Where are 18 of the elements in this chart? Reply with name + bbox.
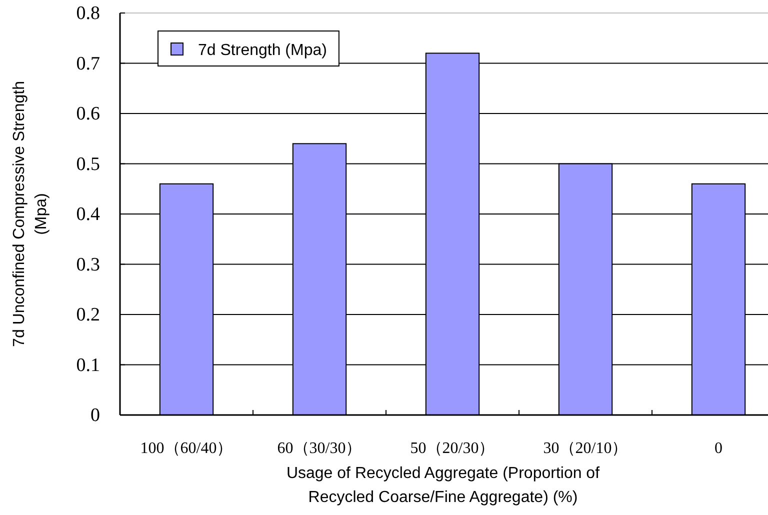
y-tick-label: 0.6 <box>76 104 100 124</box>
y-tick-label: 0.2 <box>76 304 100 326</box>
y-axis-title: 7d Unconfined Compressive Strength (Mpa) <box>11 81 50 347</box>
y-tick-label: 0 <box>90 405 100 426</box>
y-tick-label: 0.3 <box>76 254 100 276</box>
x-tick-label: 0 <box>714 440 722 457</box>
y-tick-label: 0.4 <box>76 204 100 225</box>
y-tick-label: 0.8 <box>76 3 100 24</box>
y-tick-label: 0.1 <box>76 354 100 376</box>
x-tick-label: 60（30/30） <box>277 440 362 457</box>
x-tick-label: 50（20/30） <box>410 440 495 457</box>
y-tick-label: 0.7 <box>76 53 100 74</box>
x-tick-label: 30（20/10） <box>543 440 628 457</box>
x-tick-label: 100（60/40） <box>140 440 233 457</box>
legend: 7d Strength (Mpa) <box>158 30 340 66</box>
y-tick-label: 0.5 <box>76 154 100 175</box>
legend-label: 7d Strength (Mpa) <box>198 42 327 59</box>
x-axis-title: Usage of Recycled Aggregate (Proportion of Recycled Coarse/Fine Aggregate) (%) <box>286 465 600 506</box>
